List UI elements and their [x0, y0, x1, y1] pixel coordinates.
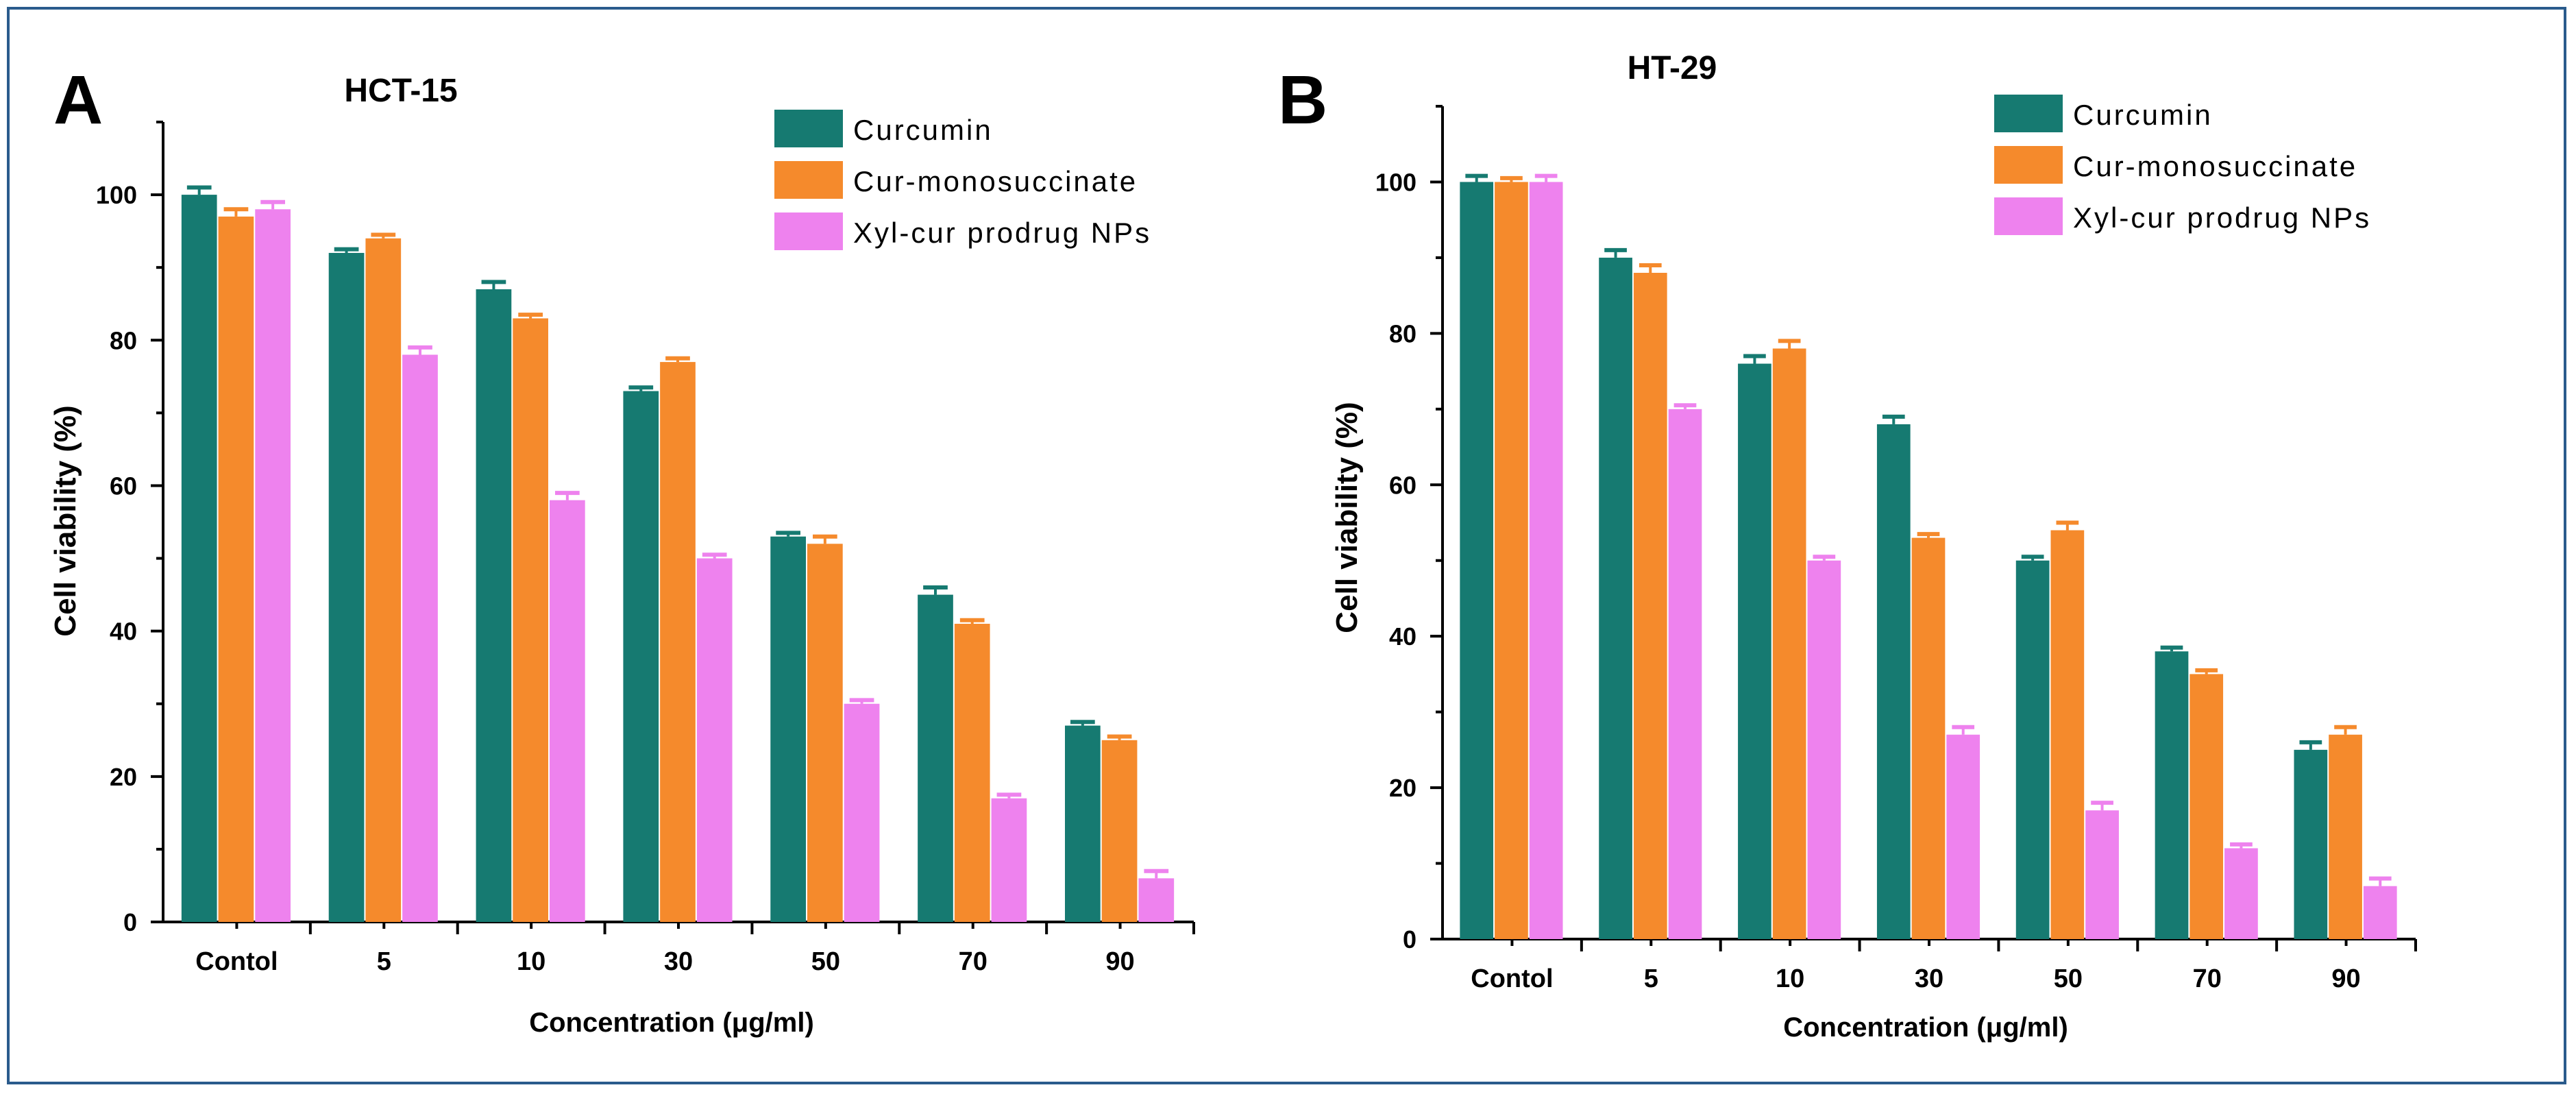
bar-xyl-cur-prodrug-nps-50 [2085, 810, 2119, 939]
chart-panel-b: 0 20 40 60 80 100 Contol 5 10 30 50 70 90 B HT-29 Cell … [1278, 50, 2417, 1043]
bar-xyl-cur-prodrug-nps-90 [1138, 878, 1175, 922]
bar-cur-monosuccinate-90 [1101, 740, 1138, 922]
bar-curcumin-30 [1876, 424, 1911, 939]
x-tick-label: 10 [517, 947, 545, 976]
chart-panel-a: 0 20 40 60 80 100 Contol 5 10 30 50 70 90 A HCT-15 Cell… [49, 62, 1195, 1038]
legend-swatch [1994, 146, 2063, 184]
bar-cur-monosuccinate-30 [1911, 537, 1946, 939]
y-tick-label: 80 [110, 326, 137, 354]
y-tick-label: 0 [123, 908, 137, 936]
x-tick-label: 90 [1105, 947, 1134, 976]
bar-curcumin-90 [2294, 749, 2328, 939]
bar-curcumin-90 [1065, 725, 1101, 922]
panel-label: B [1278, 62, 1327, 138]
bar-curcumin-5 [328, 252, 365, 922]
bar-curcumin-5 [1599, 257, 1632, 940]
legend-swatch [774, 110, 843, 147]
x-tick-label: 50 [811, 947, 840, 976]
x-tick-label: 30 [664, 947, 693, 976]
x-tick-label: 70 [2193, 964, 2222, 993]
bar-xyl-cur-prodrug-nps-30 [1946, 734, 1980, 939]
legend-entry: Xyl-cur prodrug NPs [853, 217, 1151, 249]
bar-xyl-cur-prodrug-nps-30 [696, 558, 733, 922]
x-tick-label: 30 [1915, 964, 1943, 993]
x-tick-label: Contol [1471, 964, 1553, 993]
y-tick-label: 20 [1389, 774, 1416, 802]
bar-curcumin-50 [770, 536, 806, 922]
x-tick-label: 90 [2331, 964, 2360, 993]
bar-xyl-cur-prodrug-nps-contol [255, 209, 291, 922]
bar-xyl-cur-prodrug-nps-70 [2224, 848, 2258, 939]
legend-entry: Cur-monosuccinate [853, 165, 1138, 197]
bar-xyl-cur-prodrug-nps-contol [1529, 182, 1563, 939]
y-tick-label: 60 [1389, 471, 1416, 499]
legend-entry: Curcumin [2073, 99, 2213, 131]
bar-cur-monosuccinate-70 [954, 624, 990, 922]
x-axis-label: Concentration (μg/ml) [1783, 1012, 2068, 1043]
bar-curcumin-50 [2015, 560, 2050, 939]
bar-xyl-cur-prodrug-nps-70 [991, 798, 1027, 922]
bar-cur-monosuccinate-30 [660, 362, 696, 922]
y-tick-label: 80 [1389, 319, 1416, 348]
x-tick-label: 70 [959, 947, 988, 976]
bar-curcumin-30 [623, 391, 659, 922]
bar-xyl-cur-prodrug-nps-10 [1807, 560, 1841, 939]
bar-xyl-cur-prodrug-nps-10 [550, 500, 585, 922]
y-axis-label: Cell viability (%) [49, 405, 82, 636]
y-axis-label: Cell viability (%) [1330, 402, 1364, 633]
bar-cur-monosuccinate-contol [1495, 182, 1528, 939]
bar-xyl-cur-prodrug-nps-90 [2363, 886, 2397, 939]
x-tick-label: 5 [1644, 964, 1658, 993]
bar-xyl-cur-prodrug-nps-5 [1668, 409, 1702, 939]
bar-curcumin-10 [476, 289, 512, 922]
x-tick-label: 50 [2054, 964, 2083, 993]
panel-label: A [53, 62, 103, 138]
y-tick-label: 0 [1403, 925, 1416, 953]
y-tick-label: 100 [1375, 168, 1416, 196]
legend-swatch [1994, 95, 2063, 132]
x-axis-label: Concentration (μg/ml) [529, 1008, 814, 1038]
bar-curcumin-70 [918, 594, 953, 922]
legend-entry: Xyl-cur prodrug NPs [2073, 202, 2371, 234]
legend-swatch [774, 161, 843, 199]
bar-curcumin-70 [2155, 651, 2189, 939]
x-tick-label: Contol [195, 947, 278, 976]
chart-title: HCT-15 [344, 73, 457, 109]
y-tick-label: 40 [1389, 622, 1416, 651]
legend-entry: Cur-monosuccinate [2073, 150, 2357, 182]
bar-xyl-cur-prodrug-nps-50 [844, 703, 880, 922]
bar-curcumin-10 [1738, 363, 1771, 939]
bar-xyl-cur-prodrug-nps-5 [402, 354, 438, 922]
legend-entry: Curcumin [853, 114, 993, 146]
legend-swatch [1994, 197, 2063, 235]
legend-swatch [774, 212, 843, 250]
bar-cur-monosuccinate-10 [513, 318, 548, 923]
x-tick-label: 10 [1776, 964, 1804, 993]
y-tick-label: 60 [110, 472, 137, 500]
bar-cur-monosuccinate-contol [218, 216, 254, 922]
y-tick-label: 100 [96, 181, 137, 209]
x-tick-label: 5 [377, 947, 391, 976]
bar-curcumin-contol [181, 195, 217, 922]
y-tick-label: 20 [110, 763, 137, 791]
bar-cur-monosuccinate-5 [365, 238, 402, 922]
y-tick-label: 40 [110, 618, 137, 646]
bar-cur-monosuccinate-70 [2189, 674, 2224, 939]
bar-curcumin-contol [1460, 182, 1494, 939]
bar-cur-monosuccinate-50 [807, 544, 843, 922]
bar-cur-monosuccinate-90 [2329, 734, 2362, 939]
bar-cur-monosuccinate-50 [2050, 530, 2085, 939]
chart-title: HT-29 [1628, 50, 1717, 86]
bar-cur-monosuccinate-10 [1772, 348, 1806, 939]
bar-cur-monosuccinate-5 [1633, 273, 1667, 939]
